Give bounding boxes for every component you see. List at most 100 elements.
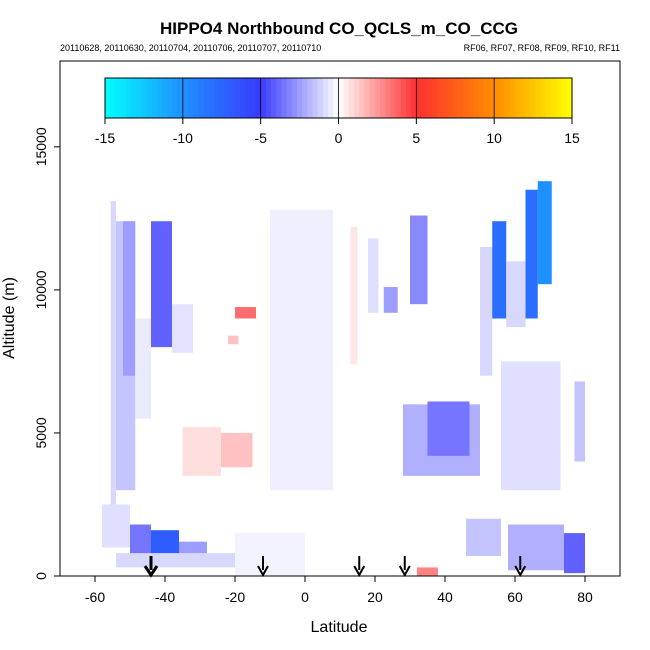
colorbar-tick-label-1: -10 [173,130,193,146]
heatmap-cell-7 [221,432,253,468]
colorbar-swatch-36 [291,78,298,118]
heatmap-cell-11 [270,209,333,491]
colorbar-swatch-38 [302,78,308,118]
colorbar-swatch-87 [556,78,563,118]
colorbar-swatch-47 [348,78,355,118]
colorbar-swatch-15 [182,78,189,118]
chart-subtitle-flights: RF06, RF07, RF08, RF09, RF10, RF11 [464,43,620,53]
colorbar-swatch-55 [390,78,397,118]
colorbar-swatch-5 [130,78,137,118]
heatmap-cell-6 [182,427,221,476]
colorbar-swatch-18 [198,78,205,118]
heatmap-cell-20 [506,261,526,328]
colorbar-swatch-11 [162,78,168,118]
x-tick-label-7: 80 [577,589,593,605]
colorbar-swatch-57 [400,78,407,118]
colorbar-swatch-4 [125,78,132,118]
chart-title: HIPPO4 Northbound CO_QCLS_m_CO_CCG [160,19,518,38]
heatmap-cell-29 [116,553,235,568]
colorbar-tick-label-0: -15 [95,130,115,146]
colorbar-swatch-73 [483,78,490,118]
heatmap-cell-26 [130,524,151,556]
colorbar-swatch-9 [151,78,158,118]
colorbar-swatch-26 [239,78,246,118]
colorbar-swatch-59 [411,78,417,118]
colorbar-swatch-50 [364,78,371,118]
colorbar-swatch-0 [105,78,111,118]
heatmap-cell-9 [228,335,239,345]
colorbar-swatch-77 [504,78,511,118]
colorbar-swatch-78 [509,78,516,118]
profile-arrow-head-4 [514,565,527,578]
x-tick-label-4: 20 [367,589,383,605]
heatmap-cell-31 [417,567,438,576]
colorbar-swatch-41 [317,78,324,118]
y-tick-label-2: 10000 [33,270,49,309]
heatmap-cells [102,181,585,576]
colorbar-swatch-71 [473,78,480,118]
colorbar-swatch-7 [141,78,148,118]
profile-arrow-head-1 [257,565,269,578]
y-tick-label-1: 5000 [33,417,49,448]
heatmap-cell-23 [501,361,561,491]
x-tick-label-1: -40 [155,589,175,605]
colorbar-tick-label-2: -5 [254,130,267,146]
chart-subtitle-dates: 20110628, 20110630, 20110704, 20110706, … [60,43,321,53]
colorbar-swatch-86 [551,78,558,118]
x-tick-label-5: 40 [437,589,453,605]
colorbar-swatch-89 [566,78,573,118]
y-axis-label: Altitude (m) [1,277,18,359]
heatmap-cell-18 [480,246,493,376]
colorbar-swatch-56 [395,78,402,118]
heatmap-cell-3 [135,318,151,419]
colorbar-swatch-34 [281,78,288,118]
colorbar-swatch-82 [530,78,537,118]
colorbar-swatch-58 [405,78,412,118]
heatmap-cell-21 [525,189,538,319]
colorbar-swatch-52 [374,78,381,118]
colorbar-swatch-88 [561,78,568,118]
y-tick-label-3: 15000 [33,127,49,166]
heatmap-cell-25 [102,504,130,548]
colorbar-swatch-80 [520,78,526,118]
colorbar-swatch-61 [421,78,428,118]
colorbar-swatch-29 [255,78,262,118]
heatmap-cell-2 [123,221,136,376]
heatmap-cell-24 [574,381,585,462]
plot-frame [59,60,621,577]
colorbar-swatch-1 [110,78,116,118]
colorbar-swatch-24 [229,78,236,118]
colorbar-swatch-79 [514,78,521,118]
colorbar-swatch-84 [540,78,547,118]
colorbar-swatch-74 [488,78,495,118]
colorbar-swatch-31 [265,78,272,118]
colorbar-swatch-75 [494,78,500,118]
colorbar-swatch-22 [219,78,225,118]
colorbar-swatch-60 [416,78,423,118]
x-axis-label: Latitude [311,619,368,636]
colorbar-swatch-13 [172,78,179,118]
colorbar: -15 -10 -5 0 5 10 15 [95,77,580,146]
colorbar-swatch-16 [188,78,194,118]
colorbar-swatch-21 [213,78,220,118]
colorbar-swatch-28 [250,78,257,118]
colorbar-swatch-81 [525,78,532,118]
heatmap-cell-15 [410,215,428,305]
colorbar-swatch-6 [136,78,142,118]
colorbar-tick-label-5: 10 [486,130,502,146]
colorbar-swatch-10 [156,78,163,118]
colorbar-swatch-33 [276,78,283,118]
heatmap-cell-30 [235,533,305,576]
colorbar-swatch-53 [380,78,386,118]
profile-arrow-head-2 [353,565,366,578]
heatmap-cell-14 [383,287,398,313]
colorbar-swatch-42 [322,78,329,118]
colorbar-swatch-19 [203,78,210,118]
colorbar-swatch-27 [245,78,251,118]
colorbar-swatch-76 [499,78,506,118]
heatmap-cell-32 [466,518,501,556]
colorbar-swatch-70 [468,78,475,118]
colorbar-swatch-17 [193,78,199,118]
colorbar-swatch-2 [115,78,122,118]
